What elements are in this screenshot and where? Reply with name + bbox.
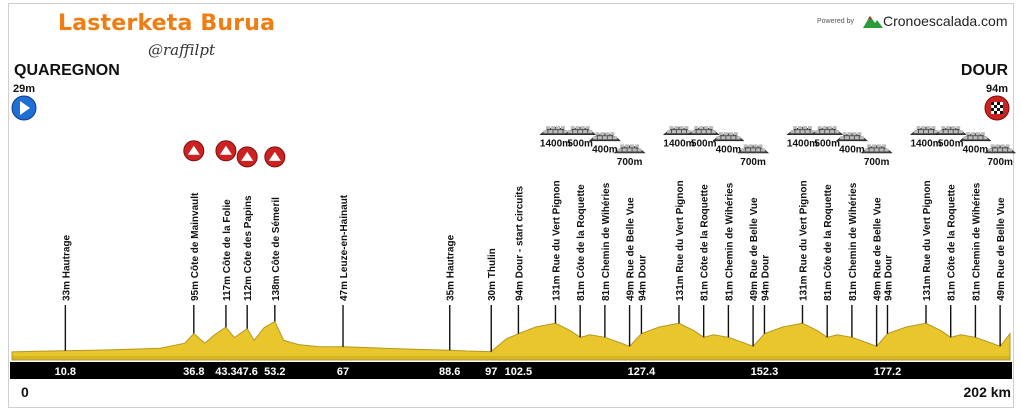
distance-tick-label: 36.8 [183, 366, 204, 378]
cobble-sector-icon [564, 126, 597, 135]
sector-length-label: 700m [864, 157, 890, 168]
cobble-sector-icon [860, 144, 893, 154]
cobble-sector-icon [959, 132, 992, 142]
terrain-area [11, 320, 1011, 361]
marker-label: 94m Dour [637, 255, 648, 301]
finish-flag-icon [984, 95, 1010, 121]
marker-layer: 33m Hautrage 95m Côte de Mainvault 117m Cô… [61, 126, 1017, 352]
marker-label: 81m Côte de la Roquette [576, 184, 587, 301]
cobble-sector-icon [613, 144, 646, 154]
marker-label: 112m Côte des Papins [243, 195, 254, 301]
sector-length-label: 500m [814, 139, 840, 150]
marker-label: 138m Côte de Sémeril [271, 197, 282, 301]
cobble-sector-icon [835, 132, 868, 142]
cobble-sector-icon [934, 126, 967, 135]
distance-tick-label: 97 [485, 366, 497, 378]
sector-length-label: 400m [839, 145, 865, 156]
marker-label: 47m Leuze-en-Hainaut [339, 194, 350, 301]
terrain-shade [12, 356, 1010, 360]
cobble-sector-icon [588, 132, 621, 142]
marker-label: 95m Côte de Mainvault [190, 192, 201, 301]
marker-label: 131m Rue du Vert Pignon [922, 180, 933, 301]
cobble-sector-icon [662, 126, 695, 135]
distance-tick-label: 152.3 [751, 366, 779, 378]
distance-tick-label: 43.3 [215, 366, 236, 378]
sector-length-label: 1400m [540, 139, 571, 150]
marker-label: 94m Dour - start circuits [514, 186, 525, 301]
marker-label: 33m Hautrage [61, 234, 72, 301]
start-arrow-icon [11, 95, 37, 121]
distance-tick-label: 177.2 [874, 366, 902, 378]
distance-axis-bar [10, 362, 1012, 379]
marker-label: 35m Hautrage [446, 234, 457, 301]
marker-label: 81m Chemin de Wihéries [971, 182, 982, 301]
profile-frame [8, 3, 1014, 408]
sector-length-label: 1400m [663, 139, 694, 150]
marker-label: 81m Chemin de Wihéries [724, 182, 735, 301]
finish-altitude: 94m [985, 83, 1008, 95]
sector-length-label: 700m [987, 157, 1013, 168]
distance-total-label: 202 km [963, 384, 1011, 400]
climb-icon [236, 146, 258, 168]
marker-label: 94m Dour [760, 255, 771, 301]
distance-axis-labels: 10.8 36.8 43.3 47.6 53.2 67 88.6 97 102.5 127.4 15… [55, 366, 902, 378]
climb-icon [264, 146, 286, 168]
marker-label: 131m Rue du Vert Pignon [798, 180, 809, 301]
distance-tick-label: 102.5 [505, 366, 533, 378]
powered-by-label: Powered by [817, 18, 854, 25]
marker-label: 94m Dour [883, 255, 894, 301]
sector-length-label: 400m [963, 145, 989, 156]
start-altitude: 29m [13, 83, 36, 95]
marker-label: 117m Côte de la Folie [222, 199, 233, 301]
marker-label: 81m Côte de la Roquette [823, 184, 834, 301]
marker-label: 49m Rue de Belle Vue [873, 197, 884, 301]
cobble-sector-icon [539, 126, 572, 135]
marker-label: 49m Rue de Belle Vue [996, 197, 1007, 301]
marker-label: 49m Rue de Belle Vue [626, 197, 637, 301]
cobble-sector-icon [737, 144, 770, 154]
cobble-sector-icon [786, 126, 819, 135]
sector-length-label: 400m [592, 145, 618, 156]
cobble-sector-icon [909, 126, 943, 135]
finish-town: DOUR [960, 62, 1008, 79]
marker-label: 81m Côte de la Roquette [700, 184, 711, 301]
marker-label: 81m Côte de la Roquette [947, 184, 958, 301]
terrain-layer [11, 320, 1011, 361]
marker-label: 30m Thulin [487, 248, 498, 301]
distance-tick-label: 88.6 [439, 366, 460, 378]
race-title: Lasterketa Burua [58, 11, 276, 36]
cobble-sector-icon [811, 126, 844, 135]
distance-tick-label: 67 [337, 366, 349, 378]
brand-link[interactable]: Cronoescalada.com [883, 13, 1008, 29]
marker-label: 49m Rue de Belle Vue [749, 197, 760, 301]
marker-label: 131m Rue du Vert Pignon [675, 180, 686, 301]
distance-tick-label: 127.4 [628, 366, 656, 378]
sector-length-label: 500m [567, 139, 593, 150]
sector-length-label: 500m [938, 139, 964, 150]
mountain-logo-icon [863, 16, 883, 28]
sector-length-label: 500m [691, 139, 717, 150]
marker-label: 81m Chemin de Wihéries [601, 182, 612, 301]
cobble-sector-icon [712, 132, 745, 142]
distance-tick-label: 53.2 [264, 366, 285, 378]
cobble-sector-icon [984, 144, 1017, 154]
marker-label: 81m Chemin de Wihéries [848, 182, 859, 301]
distance-tick-label: 10.8 [55, 366, 76, 378]
sector-length-label: 400m [716, 145, 742, 156]
start-town: QUAREGNON [14, 62, 120, 79]
sector-length-label: 700m [740, 157, 766, 168]
climb-icon [183, 140, 205, 162]
climb-icon [215, 140, 237, 162]
sector-length-label: 1400m [787, 139, 818, 150]
sector-length-label: 1400m [910, 139, 941, 150]
cobble-sector-icon [687, 126, 720, 135]
distance-tick-label: 47.6 [236, 366, 257, 378]
marker-label: 131m Rue du Vert Pignon [551, 180, 562, 301]
distance-start-label: 0 [21, 384, 29, 400]
race-author: @raffilpt [148, 41, 215, 59]
sector-length-label: 700m [617, 157, 643, 168]
